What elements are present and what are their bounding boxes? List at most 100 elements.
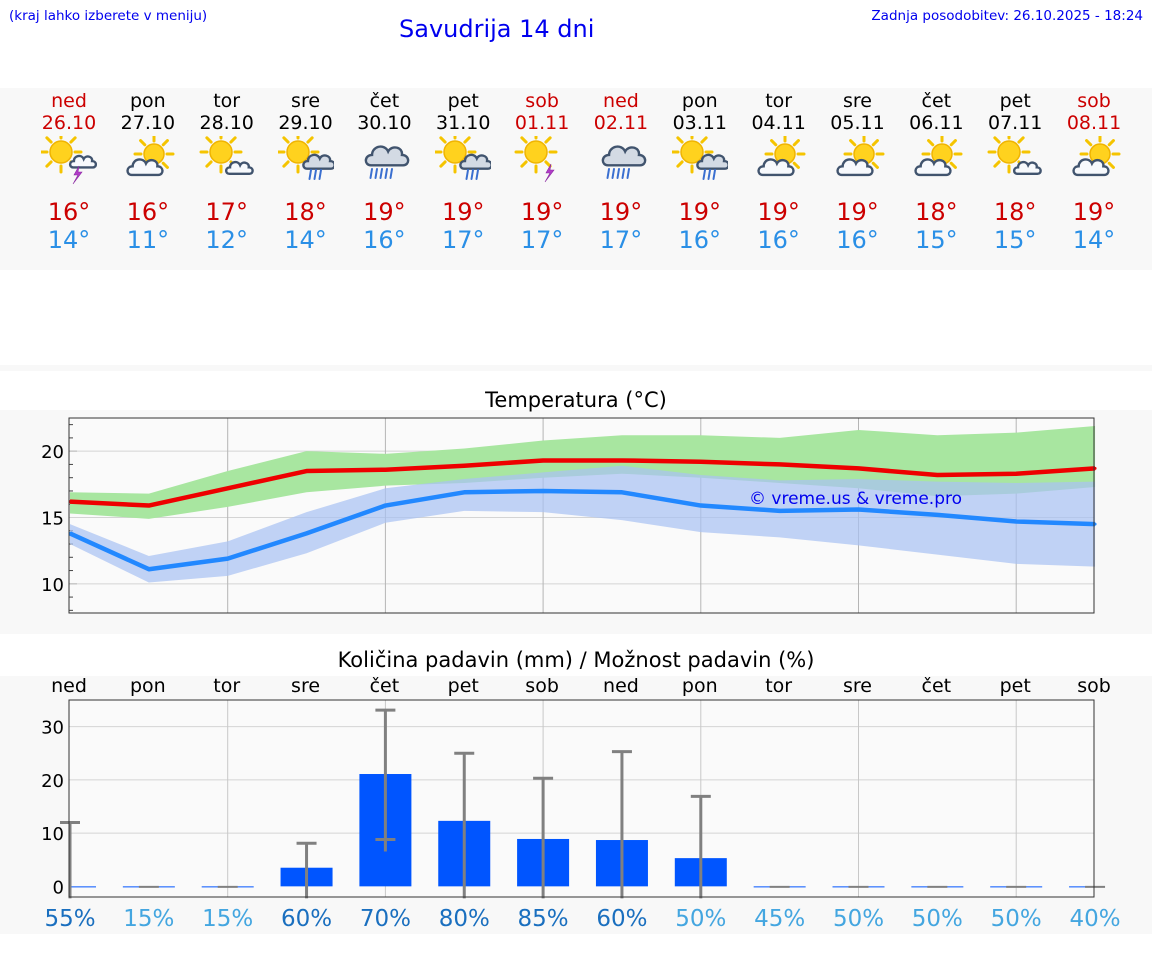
data-point	[857, 466, 860, 470]
day-name: tor	[213, 90, 241, 112]
day-label: pon	[130, 675, 166, 697]
cloud-rain-icon	[601, 145, 647, 179]
max-temperature: 19°	[757, 198, 800, 226]
day-label: čet	[370, 675, 400, 697]
day-name: sre	[843, 90, 872, 112]
cloud-sun-icon	[914, 136, 963, 177]
min-temperature: 12°	[205, 226, 248, 254]
day-date: 04.11	[751, 112, 806, 134]
day-label: čet	[922, 675, 952, 697]
precipitation-chance: 60%	[596, 906, 647, 932]
cloud-rain-icon	[365, 145, 410, 179]
sun-cloud-rain-icon	[435, 136, 492, 180]
sun-cloud-thunder-icon	[41, 136, 97, 185]
max-temperature: 18°	[284, 198, 327, 226]
data-point	[620, 458, 624, 462]
divider-band	[0, 365, 1152, 371]
data-point	[383, 468, 387, 472]
sun-thunder-icon	[514, 136, 558, 183]
data-point	[226, 557, 230, 561]
day-date: 28.10	[199, 112, 254, 134]
day-label: pon	[682, 675, 718, 697]
min-temperature: 16°	[757, 226, 800, 254]
data-point	[147, 504, 151, 508]
y-tick-label: 20	[41, 442, 64, 463]
watermark: © vreme.us & vreme.pro	[749, 489, 962, 509]
data-point	[462, 464, 466, 468]
min-temperature: 16°	[836, 226, 879, 254]
data-point	[699, 504, 703, 508]
day-date: 26.10	[41, 112, 97, 134]
precipitation-chart: 0 10 20 30 ned pon tor sre čet pet sob ned pon tor sre…	[41, 675, 1121, 932]
day-date: 30.10	[357, 112, 412, 134]
day-date: 06.11	[909, 112, 964, 134]
max-temperature: 19°	[599, 198, 643, 226]
cloud-sun-icon	[1072, 136, 1121, 177]
min-temperature: 16°	[678, 226, 722, 254]
precipitation-chance: 60%	[281, 906, 332, 932]
max-temperature: 16°	[47, 198, 91, 226]
cloud-sun-icon	[126, 136, 175, 177]
precipitation-chance: 50%	[833, 906, 884, 932]
min-temperature: 14°	[1072, 226, 1116, 254]
data-point	[778, 509, 782, 513]
day-label: sre	[291, 675, 320, 697]
sun-cloud-rain-icon	[277, 136, 334, 180]
max-temperature: 18°	[915, 198, 958, 226]
day-label: ned	[603, 675, 639, 697]
data-point	[857, 508, 860, 512]
min-temperature: 15°	[915, 226, 958, 254]
y-tick-label: 20	[41, 771, 64, 792]
sun-cloud-icon	[199, 136, 254, 176]
day-date: 01.11	[514, 112, 570, 134]
day-date: 31.10	[436, 112, 491, 134]
data-point	[305, 531, 309, 535]
day-label: sob	[1077, 675, 1111, 697]
data-point	[620, 490, 624, 494]
max-temperature: 19°	[520, 198, 564, 226]
day-label: pet	[1000, 675, 1031, 697]
y-tick-label: 15	[41, 508, 64, 529]
plot-frame	[68, 699, 1095, 898]
day-name: sob	[525, 90, 559, 112]
sun-cloud-icon	[987, 136, 1043, 176]
data-point	[305, 469, 309, 473]
temperature-chart-title: Temperatura (°C)	[485, 388, 667, 412]
data-point	[935, 513, 939, 517]
precipitation-chance: 50%	[912, 906, 963, 932]
day-name: tor	[765, 90, 793, 112]
min-temperature: 14°	[47, 226, 91, 254]
page-title: Savudrija 14 dni	[399, 15, 595, 43]
y-tick-label: 30	[41, 718, 64, 739]
min-temperature: 16°	[363, 226, 406, 254]
min-temperature-line	[69, 488, 1096, 572]
max-temperature: 19°	[441, 198, 485, 226]
min-temperature: 17°	[599, 226, 643, 254]
precipitation-chart-title: Količina padavin (mm) / Možnost padavin …	[337, 648, 815, 672]
precipitation-chance: 85%	[518, 906, 569, 932]
precipitation-chance: 45%	[754, 906, 805, 932]
day-label: sre	[843, 675, 872, 697]
day-name: ned	[51, 90, 87, 112]
max-temperature: 16°	[126, 198, 170, 226]
precipitation-chance: 15%	[123, 906, 174, 932]
day-date: 08.11	[1066, 112, 1122, 134]
sun-cloud-rain-icon	[671, 136, 728, 180]
day-label: tor	[213, 675, 240, 697]
min-temperature: 17°	[441, 226, 485, 254]
day-name: pon	[681, 90, 718, 112]
day-date: 29.10	[278, 112, 333, 134]
day-name: sob	[1077, 90, 1111, 112]
max-temperature: 17°	[205, 198, 248, 226]
max-temperature: 18°	[993, 198, 1037, 226]
y-tick-label: 10	[41, 824, 64, 845]
day-date: 07.11	[987, 112, 1043, 134]
data-point	[1014, 472, 1018, 476]
precipitation-chance: 40%	[1069, 906, 1120, 932]
day-label: ned	[51, 675, 87, 697]
cloud-sun-icon	[756, 136, 806, 177]
y-tick-label: 10	[41, 575, 64, 596]
location-hint[interactable]: (kraj lahko izberete v meniju)	[9, 8, 208, 24]
day-name: čet	[921, 90, 952, 112]
day-name: čet	[369, 90, 400, 112]
